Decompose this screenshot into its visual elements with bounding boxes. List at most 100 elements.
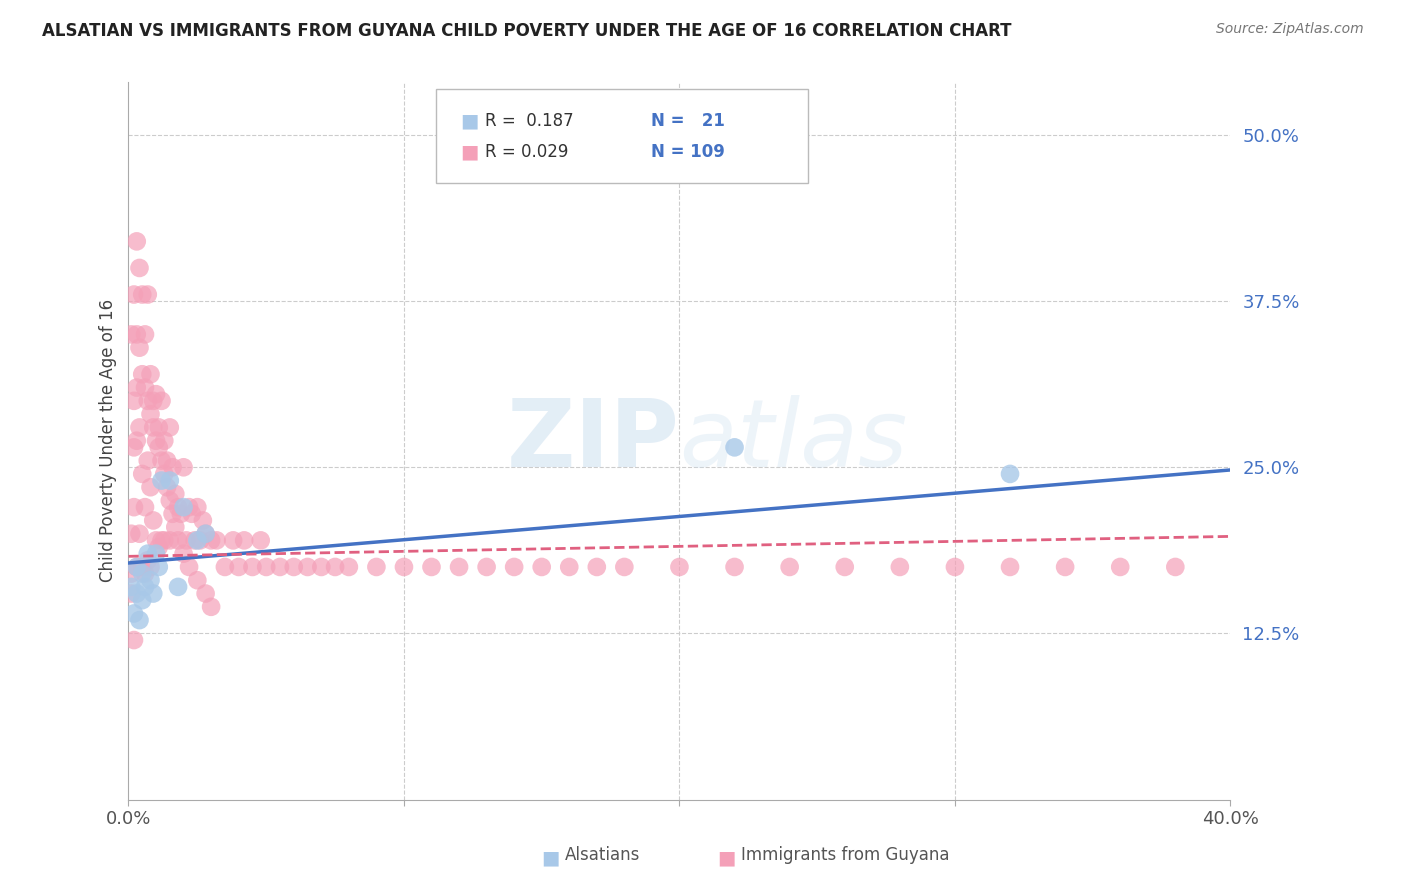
- Point: [120, 580, 142, 594]
- Point: [120, 586, 142, 600]
- Point: [366, 560, 388, 574]
- Point: [136, 547, 159, 561]
- Point: [233, 533, 256, 548]
- Point: [142, 513, 165, 527]
- Point: [173, 500, 195, 515]
- Point: [228, 560, 250, 574]
- Point: [122, 500, 145, 515]
- Point: [142, 393, 165, 408]
- Point: [254, 560, 277, 574]
- Point: [134, 566, 156, 581]
- Point: [136, 287, 159, 301]
- Point: [162, 507, 184, 521]
- Point: [162, 460, 184, 475]
- Point: [125, 560, 148, 574]
- Point: [128, 613, 150, 627]
- Point: [131, 560, 153, 574]
- Text: N =   21: N = 21: [651, 112, 725, 129]
- Point: [148, 560, 170, 574]
- Point: [159, 533, 181, 548]
- Text: R =  0.187: R = 0.187: [485, 112, 574, 129]
- Point: [165, 487, 187, 501]
- Point: [131, 467, 153, 481]
- Point: [122, 393, 145, 408]
- Text: ■: ■: [460, 143, 478, 161]
- Point: [145, 533, 167, 548]
- Point: [668, 560, 690, 574]
- Point: [125, 434, 148, 448]
- Point: [120, 526, 142, 541]
- Point: [131, 566, 153, 581]
- Point: [131, 593, 153, 607]
- Point: [125, 235, 148, 249]
- Point: [186, 500, 208, 515]
- Point: [125, 560, 148, 574]
- Point: [723, 560, 745, 574]
- Point: [420, 560, 443, 574]
- Point: [177, 560, 200, 574]
- Point: [159, 474, 181, 488]
- Point: [834, 560, 856, 574]
- Y-axis label: Child Poverty Under the Age of 16: Child Poverty Under the Age of 16: [100, 299, 117, 582]
- Point: [122, 441, 145, 455]
- Point: [120, 566, 142, 581]
- Point: [125, 327, 148, 342]
- Point: [136, 393, 159, 408]
- Point: [139, 480, 162, 494]
- Point: [145, 387, 167, 401]
- Point: [148, 540, 170, 554]
- Point: [889, 560, 911, 574]
- Point: [167, 580, 190, 594]
- Point: [153, 533, 176, 548]
- Point: [153, 467, 176, 481]
- Point: [297, 560, 319, 574]
- Point: [150, 393, 173, 408]
- Point: [176, 533, 198, 548]
- Point: [242, 560, 264, 574]
- Point: [585, 560, 607, 574]
- Point: [167, 533, 190, 548]
- Point: [447, 560, 470, 574]
- Point: [1054, 560, 1077, 574]
- Point: [134, 580, 156, 594]
- Point: [191, 513, 214, 527]
- Text: atlas: atlas: [679, 395, 908, 486]
- Point: [139, 574, 162, 588]
- Point: [125, 586, 148, 600]
- Point: [142, 420, 165, 434]
- Point: [222, 533, 245, 548]
- Point: [180, 507, 202, 521]
- Point: [186, 533, 208, 548]
- Point: [173, 460, 195, 475]
- Point: [613, 560, 636, 574]
- Point: [159, 493, 181, 508]
- Point: [128, 260, 150, 275]
- Point: [177, 500, 200, 515]
- Point: [128, 526, 150, 541]
- Point: [148, 420, 170, 434]
- Point: [998, 560, 1021, 574]
- Point: [156, 480, 179, 494]
- Text: N = 109: N = 109: [651, 143, 725, 161]
- Point: [188, 533, 211, 548]
- Point: [134, 500, 156, 515]
- Point: [283, 560, 305, 574]
- Text: ZIP: ZIP: [506, 395, 679, 487]
- Point: [156, 453, 179, 467]
- Point: [723, 441, 745, 455]
- Point: [139, 560, 162, 574]
- Point: [128, 420, 150, 434]
- Point: [120, 327, 142, 342]
- Point: [1109, 560, 1132, 574]
- Point: [186, 574, 208, 588]
- Point: [392, 560, 415, 574]
- Point: [165, 520, 187, 534]
- Point: [323, 560, 346, 574]
- Point: [200, 599, 222, 614]
- Point: [200, 533, 222, 548]
- Point: [183, 533, 205, 548]
- Text: Immigrants from Guyana: Immigrants from Guyana: [741, 847, 949, 864]
- Point: [558, 560, 581, 574]
- Point: [167, 500, 190, 515]
- Point: [503, 560, 526, 574]
